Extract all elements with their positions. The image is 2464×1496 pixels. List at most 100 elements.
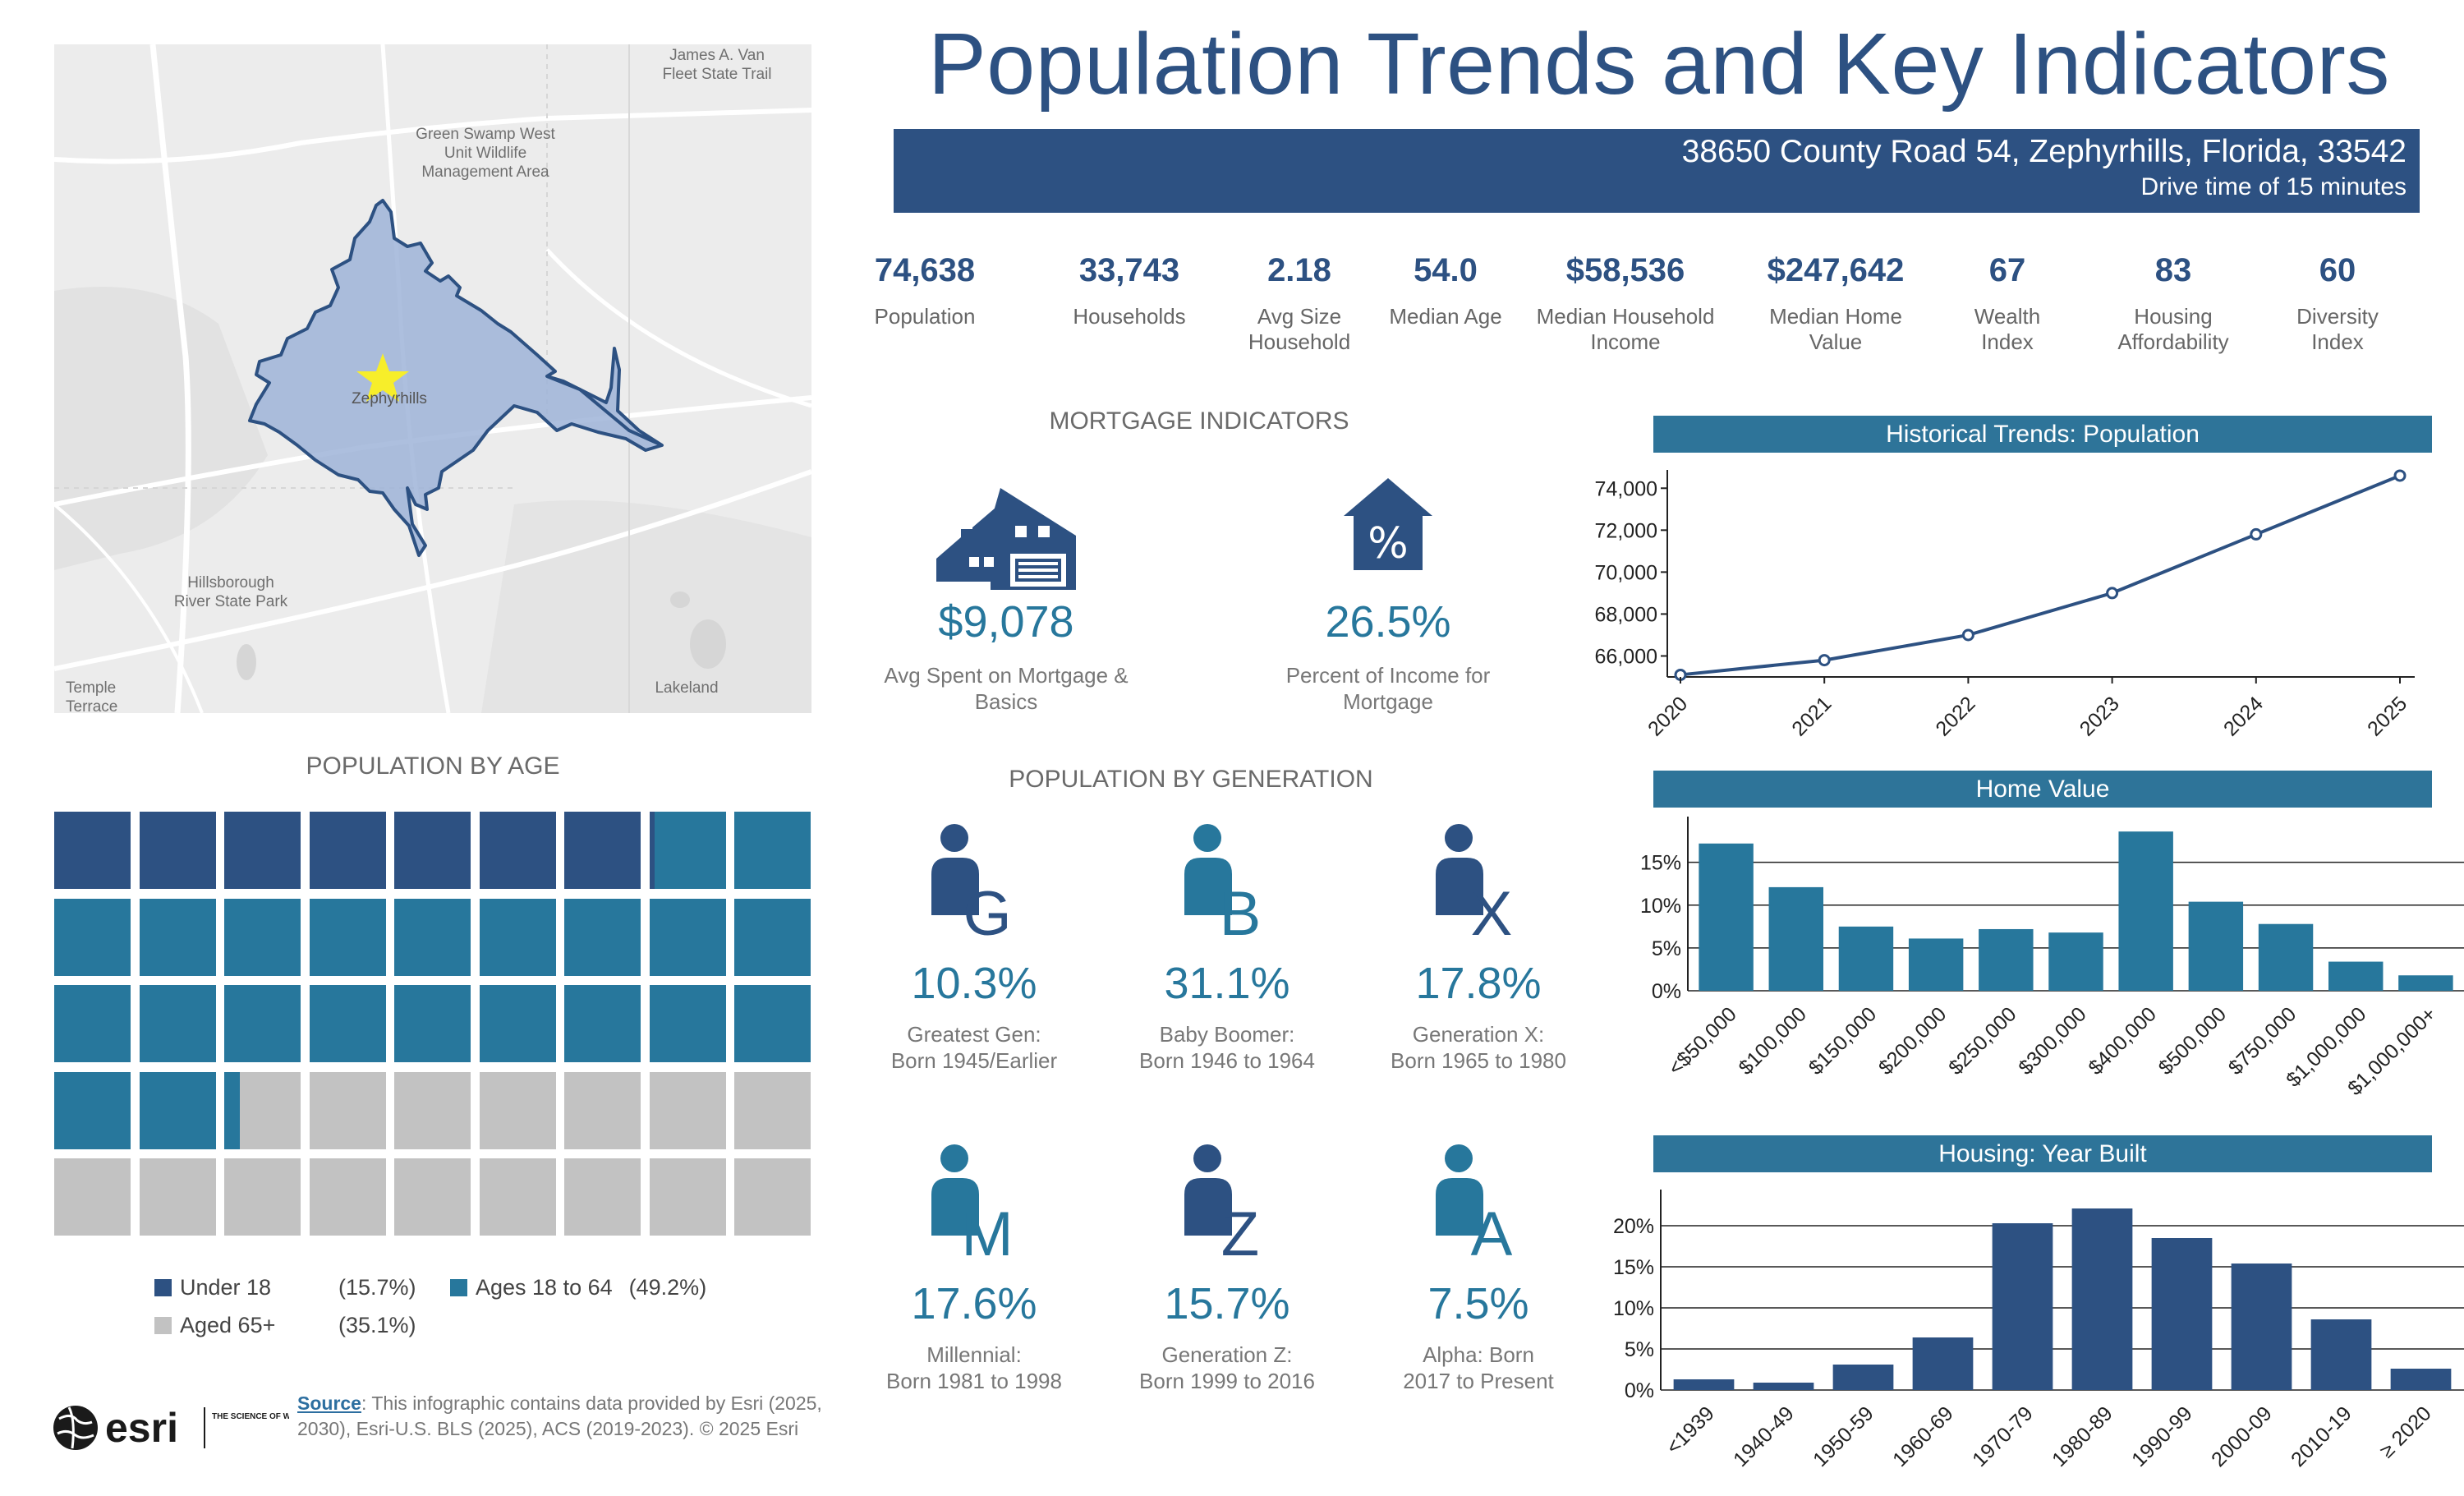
age-waffle-cell [649,898,726,976]
generation-label: Generation X: [1412,1022,1545,1047]
bar [2118,831,2173,991]
y-tick-label: 5% [1625,1338,1654,1361]
drive-time-text: Drive time of 15 minutes [2140,173,2407,200]
age-waffle-cell [309,985,386,1062]
bar [2188,901,2244,991]
age-waffle-cell [309,812,386,889]
legend-swatch-under18 [154,1279,172,1296]
x-tick-label: <1939 [1662,1402,1718,1458]
y-tick-label: 15% [1640,852,1681,875]
x-tick-label: $500,000 [2154,1002,2232,1079]
x-tick-label: $100,000 [1734,1002,1811,1079]
kpi-households: 33,743 Households [1060,246,1199,329]
map-label-trail: James A. Van Fleet State Trail [662,47,772,83]
source-note: Source: This infographic contains data p… [297,1391,823,1442]
x-tick-label: 2022 [1932,692,1980,740]
population-point [2250,527,2263,541]
age-waffle-cell [139,985,216,1062]
person-icon: X [1436,824,1513,937]
kpi-value: 60 [2319,252,2356,288]
x-tick-label: 1990-99 [2127,1402,2197,1471]
bar [1699,843,1754,991]
age-waffle-cell [224,1071,301,1149]
mortgage-percent-value: 26.5% [1325,597,1451,647]
y-tick-label: 10% [1640,895,1681,918]
mortgage-spent-value: $9,078 [938,597,1074,647]
age-waffle-cell [649,1158,726,1236]
generation-item-g: G 10.3% Greatest Gen: Born 1945/Earlier [884,813,1064,1125]
generation-letter: B [1220,879,1262,937]
kpi-household-size: 2.18 Avg Size Household [1235,246,1363,355]
generation-item-z: Z 15.7% Generation Z: Born 1999 to 2016 [1137,1134,1317,1446]
age-waffle-cell [394,1158,471,1236]
age-waffle-cell [564,1158,641,1236]
age-waffle-cell [479,985,556,1062]
kpi-diversity-index: 60 Diversity Index [2280,246,2395,355]
bar [2071,1208,2133,1390]
x-tick-label: 2020 [1643,692,1692,740]
bar [2310,1319,2372,1390]
generation-letter: X [1471,879,1513,937]
legend-senior-pct: (35.1%) [338,1313,416,1337]
age-waffle-cell [564,1071,641,1149]
generation-years: 2017 to Present [1403,1369,1554,1393]
generation-years: Born 1946 to 1964 [1139,1048,1315,1073]
age-waffle-cell [139,1158,216,1236]
house-icon [936,488,1076,590]
kpi-value: 2.18 [1267,252,1331,288]
x-tick-label: $250,000 [1944,1002,2021,1079]
bar [2048,932,2103,991]
legend-label: Aged 65+ [180,1313,276,1337]
bar [2231,1264,2292,1390]
age-waffle-cell [649,985,726,1062]
generation-pct: 17.8% [1415,959,1542,1008]
kpi-label: Housing Affordability [2117,304,2229,354]
home-value-bar-chart: 0% 5% 10% 15% <$50,000$100,000$150,000$200,0… [1640,817,2464,1100]
age-waffle-cell [139,898,216,976]
age-waffle-cell [309,1071,386,1149]
kpi-label: Households [1073,304,1186,329]
generation-years: Born 1999 to 2016 [1139,1369,1315,1393]
page-title: Population Trends and Key Indicators [928,16,2390,113]
kpi-median-age: 54.0 Median Age [1388,246,1503,329]
bar [1768,886,1823,991]
kpi-housing-affordability: 83 Housing Affordability [2099,246,2247,355]
age-waffle-cell [54,985,131,1062]
mortgage-section-title: MORTGAGE INDICATORS [1049,407,1349,435]
age-waffle-cell [564,898,641,976]
age-waffle-cell [564,812,641,889]
mortgage-percent-label: Percent of Income for Mortgage [1285,663,1491,714]
esri-logo: esri THE SCIENCE OF WHERE [53,1405,289,1451]
bar [2398,975,2453,991]
y-tick-label: 68,000 [1595,603,1657,626]
esri-tagline: THE SCIENCE OF WHERE [212,1412,289,1421]
age-waffle-cell [394,985,471,1062]
x-tick-label: 2024 [2219,692,2268,740]
y-tick-label: 70,000 [1595,561,1657,584]
address-text: 38650 County Road 54, Zephyrhills, Flori… [1681,134,2407,169]
kpi-label: Avg Size Household [1248,304,1351,354]
bar [2151,1238,2213,1390]
age-waffle-cell [54,812,131,889]
legend-adult: Ages 18 to 64 (49.2%) [450,1275,706,1300]
kpi-value: 33,743 [1078,252,1180,288]
esri-wordmark: esri [105,1405,178,1451]
kpi-value: 67 [1988,252,2026,288]
map-basemap [54,44,811,713]
person-icon: A [1436,1144,1513,1257]
x-tick-label: ≥ 2020 [2375,1402,2436,1462]
source-link[interactable]: Source [297,1392,361,1414]
bar [1912,1337,1974,1390]
generation-item-b: B 31.1% Baby Boomer: Born 1946 to 1964 [1137,813,1317,1125]
age-waffle-cell [224,1158,301,1236]
age-waffle-cell [734,898,811,976]
generation-years: Born 1965 to 1980 [1391,1048,1566,1073]
age-waffle-cell [734,812,811,889]
generation-label: Greatest Gen: [907,1022,1041,1047]
kpi-value: 54.0 [1414,252,1478,288]
x-tick-label: $400,000 [2084,1002,2161,1079]
x-tick-label: $200,000 [1874,1002,1951,1079]
year-built-bar-chart: 0%5%10%15%20%<1939 1940-49 1950-59 1960-69 1… [1613,1190,2464,1471]
location-map[interactable]: James A. Van Fleet State Trail Green Swa… [54,44,811,713]
age-waffle-cell [394,898,471,976]
